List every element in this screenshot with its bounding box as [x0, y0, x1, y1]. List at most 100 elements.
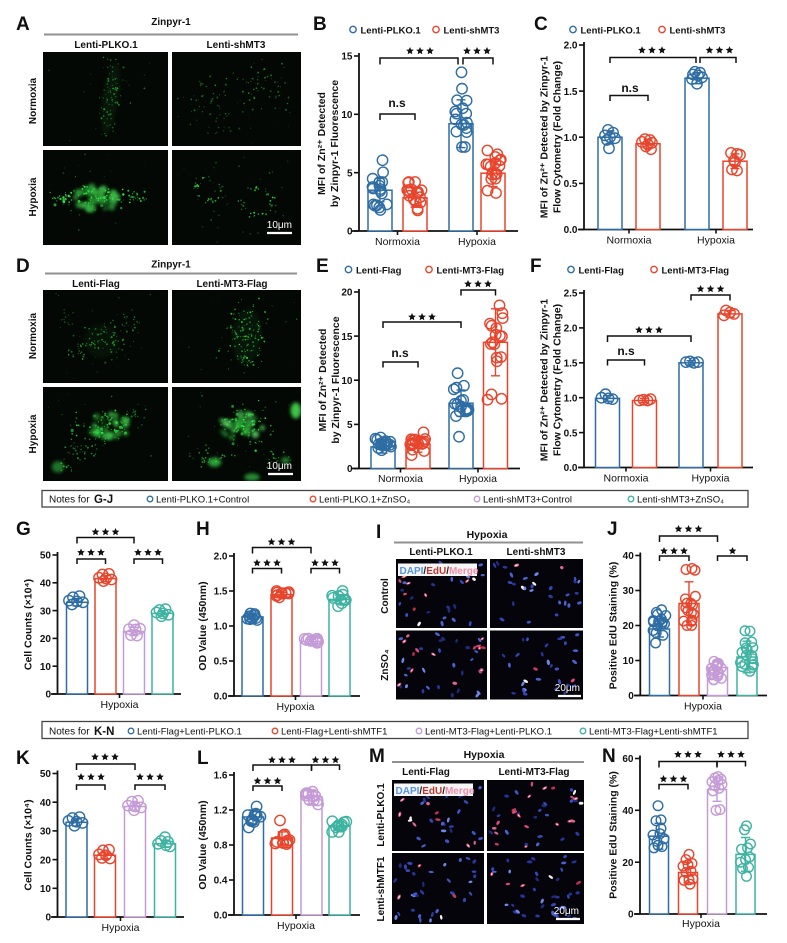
svg-text:Lenti-Flag: Lenti-Flag	[356, 265, 402, 276]
svg-text:1.5: 1.5	[564, 359, 578, 370]
svg-text:Lenti-shMT3: Lenti-shMT3	[444, 25, 500, 36]
svg-text:L: L	[197, 748, 209, 769]
svg-text:20: 20	[623, 621, 635, 632]
svg-text:Lenti-MT3-Flag: Lenti-MT3-Flag	[498, 767, 569, 778]
svg-text:10: 10	[341, 376, 353, 387]
svg-text:20: 20	[341, 288, 353, 299]
svg-text:2.0: 2.0	[564, 324, 578, 335]
svg-text:Lenti-MT3-Flag: Lenti-MT3-Flag	[196, 279, 267, 290]
svg-text:10μm: 10μm	[267, 220, 292, 231]
svg-text:MFI of Zn²⁺ Detected by Zinpyr: MFI of Zn²⁺ Detected by Zinpyr-1	[539, 299, 551, 462]
svg-text:A: A	[16, 14, 30, 35]
svg-text:Lenti-MT3-Flag+Lenti-PLKO.1: Lenti-MT3-Flag+Lenti-PLKO.1	[425, 726, 552, 737]
svg-text:OD Value (450nm): OD Value (450nm)	[197, 581, 209, 670]
svg-text:Normoxia: Normoxia	[607, 235, 652, 247]
svg-text:Normoxia: Normoxia	[375, 236, 420, 248]
svg-text:0: 0	[347, 464, 353, 475]
svg-text:M: M	[369, 746, 385, 767]
svg-text:0: 0	[628, 910, 634, 921]
svg-text:E: E	[316, 256, 329, 277]
svg-text:G: G	[16, 519, 31, 540]
svg-text:Cell Counts (×10⁴): Cell Counts (×10⁴)	[23, 799, 35, 890]
svg-text:2.0: 2.0	[564, 41, 578, 52]
svg-text:D: D	[16, 256, 30, 277]
svg-text:Hypoxia: Hypoxia	[28, 177, 39, 216]
svg-text:1.6: 1.6	[214, 771, 228, 782]
svg-text:Lenti-Flag: Lenti-Flag	[402, 767, 450, 778]
svg-text:F: F	[530, 256, 542, 277]
svg-text:Lenti-shMT3+ZnSO₄: Lenti-shMT3+ZnSO₄	[637, 494, 724, 505]
svg-text:H: H	[196, 519, 210, 540]
svg-text:Hypoxia: Hypoxia	[464, 749, 505, 761]
svg-text:10: 10	[40, 884, 52, 895]
svg-text:Lenti-PLKO.1: Lenti-PLKO.1	[409, 547, 473, 558]
svg-text:15: 15	[341, 332, 353, 343]
svg-text:Notes for: Notes for	[49, 495, 90, 506]
svg-text:Lenti-MT3-Flag: Lenti-MT3-Flag	[437, 265, 505, 276]
svg-text:Hypoxia: Hypoxia	[101, 699, 139, 711]
svg-text:DAPI/EdU/Merge: DAPI/EdU/Merge	[396, 786, 475, 797]
svg-text:G-J: G-J	[94, 494, 113, 506]
svg-text:20: 20	[40, 855, 52, 866]
svg-text:Hypoxia: Hypoxia	[684, 701, 722, 713]
svg-text:10: 10	[623, 656, 635, 667]
svg-text:Hypoxia: Hypoxia	[277, 701, 315, 713]
svg-text:1.5: 1.5	[564, 87, 578, 98]
svg-text:5: 5	[347, 168, 353, 179]
svg-text:1.5: 1.5	[214, 587, 228, 598]
svg-text:40: 40	[40, 798, 52, 809]
svg-text:Lenti-shMT3: Lenti-shMT3	[507, 547, 566, 558]
svg-text:50: 50	[40, 769, 52, 780]
svg-text:by Zinpyr-1 Fluorescence: by Zinpyr-1 Fluorescence	[330, 316, 342, 443]
svg-text:I: I	[376, 522, 381, 543]
svg-text:Zinpyr-1: Zinpyr-1	[151, 260, 191, 271]
svg-text:0.0: 0.0	[564, 463, 578, 474]
svg-text:Lenti-shMT3: Lenti-shMT3	[670, 25, 726, 36]
svg-text:1.0: 1.0	[214, 622, 228, 633]
svg-text:1.0: 1.0	[564, 133, 578, 144]
svg-text:30: 30	[40, 827, 52, 838]
svg-text:by Zinpyr-1 Fluorescence: by Zinpyr-1 Fluorescence	[329, 80, 341, 207]
svg-text:Lenti-MT3-Flag+Lenti-shMTF1: Lenti-MT3-Flag+Lenti-shMTF1	[589, 726, 718, 737]
svg-text:Positive EdU Staining (%): Positive EdU Staining (%)	[608, 771, 620, 899]
svg-text:20: 20	[40, 634, 52, 645]
svg-text:0: 0	[628, 691, 634, 702]
svg-text:20μm: 20μm	[555, 683, 580, 694]
svg-text:OD Value (450nm): OD Value (450nm)	[197, 800, 209, 889]
svg-text:0.5: 0.5	[214, 657, 228, 668]
svg-text:Lenti-shMT3+Control: Lenti-shMT3+Control	[483, 494, 572, 505]
svg-text:Hypoxia: Hypoxia	[102, 922, 140, 934]
svg-text:0: 0	[45, 913, 51, 924]
svg-text:n.s: n.s	[388, 96, 406, 110]
svg-text:0: 0	[45, 690, 51, 701]
svg-text:Hypoxia: Hypoxia	[458, 236, 496, 248]
svg-text:2.0: 2.0	[214, 552, 228, 563]
svg-text:Normoxia: Normoxia	[378, 473, 423, 485]
svg-text:Lenti-Flag+Lenti-shMTF1: Lenti-Flag+Lenti-shMTF1	[281, 726, 387, 737]
svg-text:20μm: 20μm	[554, 906, 579, 917]
svg-text:Lenti-Flag+Lenti-PLKO.1: Lenti-Flag+Lenti-PLKO.1	[137, 726, 242, 737]
svg-text:Lenti-shMT3: Lenti-shMT3	[207, 40, 266, 51]
svg-text:10: 10	[40, 662, 52, 673]
svg-text:0.5: 0.5	[564, 428, 578, 439]
svg-text:0.0: 0.0	[214, 911, 228, 922]
svg-text:Lenti-PLKO.1: Lenti-PLKO.1	[74, 40, 138, 51]
svg-text:Zinpyr-1: Zinpyr-1	[151, 17, 191, 28]
svg-text:40: 40	[622, 806, 634, 817]
svg-text:1.2: 1.2	[214, 806, 228, 817]
svg-text:Normoxia: Normoxia	[604, 473, 649, 485]
svg-text:n.s: n.s	[617, 344, 635, 358]
svg-text:n.s: n.s	[621, 81, 639, 95]
svg-text:50: 50	[40, 551, 52, 562]
svg-text:Lenti-MT3-Flag: Lenti-MT3-Flag	[662, 265, 730, 276]
svg-text:n.s: n.s	[391, 346, 409, 360]
svg-text:30: 30	[623, 586, 635, 597]
svg-text:10: 10	[341, 110, 353, 121]
svg-text:DAPI/EdU/Merge: DAPI/EdU/Merge	[400, 566, 479, 577]
svg-text:Control: Control	[380, 578, 391, 614]
svg-text:Notes for: Notes for	[49, 727, 90, 738]
svg-text:MFI of Zn²⁺ Detected by Zinpyr: MFI of Zn²⁺ Detected by Zinpyr-1	[539, 56, 551, 219]
svg-text:C: C	[534, 14, 548, 35]
svg-text:MFI of Zn²⁺ Detected: MFI of Zn²⁺ Detected	[317, 329, 329, 432]
svg-text:Flow Cytometry (Fold Change): Flow Cytometry (Fold Change)	[552, 304, 564, 456]
